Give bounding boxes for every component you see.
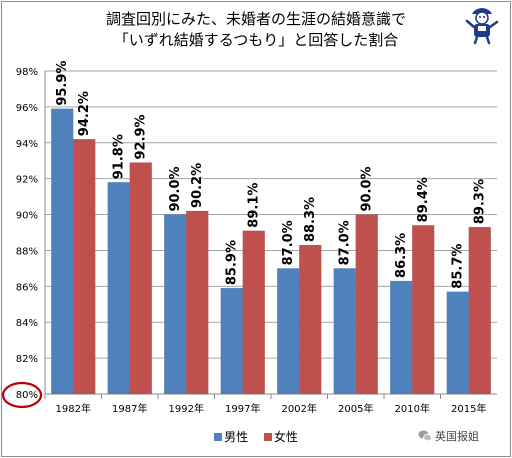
y-tick-label: 98% xyxy=(16,67,38,78)
x-category-label: 2015年 xyxy=(451,402,486,415)
bar-female xyxy=(186,210,209,395)
legend-item-male: 男性 xyxy=(214,428,248,445)
bar-female xyxy=(73,138,96,395)
legend: 男性 女性 xyxy=(0,428,512,445)
chart-title-line-2: 「いずれ結婚するつもり」と回答した割合 xyxy=(113,31,399,49)
data-label: 85.7% xyxy=(451,244,466,289)
bar-male xyxy=(277,268,300,395)
bar-female xyxy=(242,230,265,395)
data-label: 90.2% xyxy=(190,163,205,208)
data-label: 89.3% xyxy=(473,179,488,224)
mascot-logo xyxy=(465,8,499,45)
data-label: 95.9% xyxy=(55,61,70,106)
x-category-label: 2005年 xyxy=(338,402,373,415)
bar-male xyxy=(51,108,74,395)
bar-male xyxy=(164,214,187,395)
data-label: 89.4% xyxy=(416,177,431,222)
bar-female xyxy=(355,214,378,395)
y-tick-label: 86% xyxy=(16,282,38,293)
x-category-label: 1987年 xyxy=(112,402,147,415)
y-tick-label: 94% xyxy=(16,139,38,150)
chart-title: 調査回別にみた、未婚者の生涯の結婚意識で 「いずれ結婚するつもり」と回答した割合 xyxy=(0,9,512,51)
data-label: 94.2% xyxy=(77,91,92,136)
highlight-circle xyxy=(1,381,43,409)
y-tick-label: 96% xyxy=(16,103,38,114)
bar-male xyxy=(333,268,356,395)
legend-swatch-female xyxy=(263,432,272,441)
y-tick-label: 88% xyxy=(16,246,38,257)
bar-male xyxy=(107,182,130,395)
chart-title-line-1: 調査回別にみた、未婚者の生涯の結婚意識で xyxy=(105,10,406,28)
bar-male xyxy=(390,280,413,395)
data-label: 87.0% xyxy=(338,220,353,265)
legend-label-female: 女性 xyxy=(273,430,298,444)
bar-female xyxy=(299,244,322,395)
legend-label-male: 男性 xyxy=(224,430,249,444)
bar-male xyxy=(220,287,243,395)
bar-female xyxy=(468,226,491,395)
wechat-icon xyxy=(418,430,432,442)
watermark: 英国报姐 xyxy=(418,428,479,444)
data-label: 86.3% xyxy=(394,233,409,278)
data-label: 90.0% xyxy=(360,166,375,211)
x-category-label: 2010年 xyxy=(395,402,430,415)
x-category-label: 1982年 xyxy=(56,402,91,415)
y-tick-label: 82% xyxy=(16,354,38,365)
watermark-text: 英国报姐 xyxy=(435,430,479,443)
data-label: 90.0% xyxy=(168,166,183,211)
y-tick-label: 90% xyxy=(16,211,38,222)
bar-male xyxy=(446,291,469,395)
x-category-label: 1992年 xyxy=(169,402,204,415)
legend-swatch-male xyxy=(214,432,223,441)
y-tick-label: 84% xyxy=(16,318,38,329)
data-label: 88.3% xyxy=(303,197,318,242)
data-label: 89.1% xyxy=(247,183,262,228)
y-tick-label: 80% xyxy=(16,390,38,401)
data-label: 92.9% xyxy=(134,114,149,159)
data-label: 91.8% xyxy=(112,134,127,179)
x-category-label: 2002年 xyxy=(282,402,317,415)
bar-female xyxy=(412,225,435,395)
data-label: 87.0% xyxy=(281,220,296,265)
bar-female xyxy=(129,162,152,395)
y-tick-label: 92% xyxy=(16,175,38,186)
legend-item-female: 女性 xyxy=(263,428,298,445)
x-category-label: 1997年 xyxy=(225,402,260,415)
data-label: 85.9% xyxy=(225,240,240,285)
